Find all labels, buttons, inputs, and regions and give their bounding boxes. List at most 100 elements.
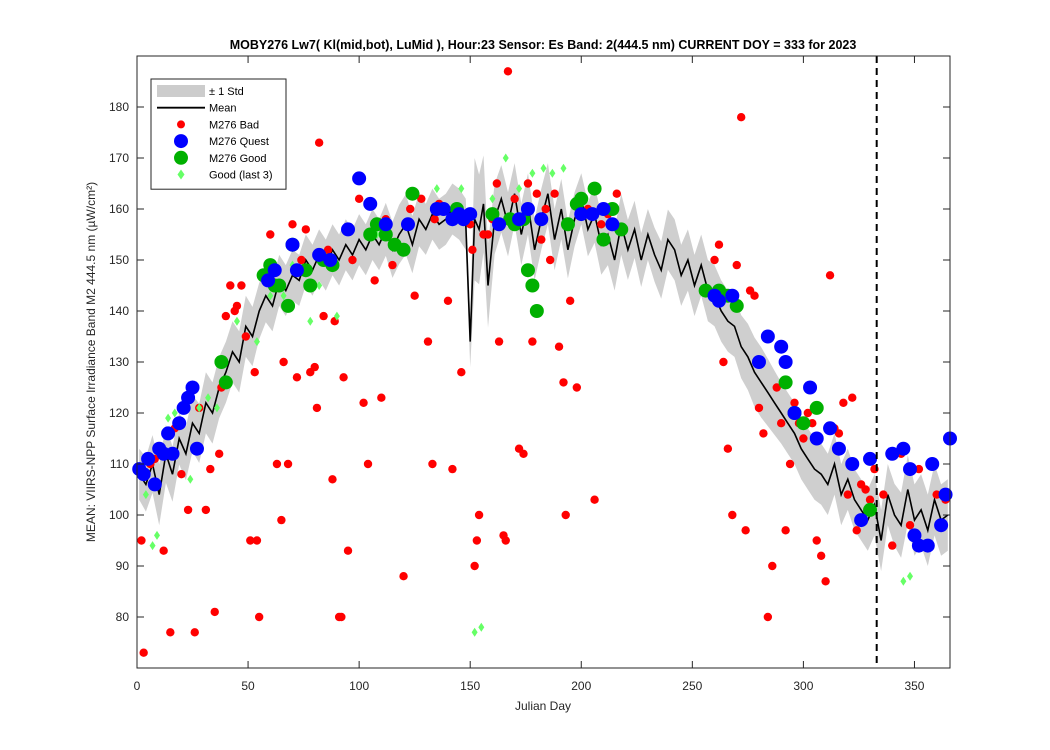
good-point [525, 278, 540, 293]
quest-point [363, 196, 378, 211]
bad-point [214, 449, 224, 458]
quest-point [774, 339, 789, 354]
bad-point [310, 362, 319, 372]
bad-point [503, 67, 513, 76]
bad-point [430, 215, 439, 224]
good-last3-point [316, 281, 323, 290]
bad-point [406, 204, 415, 214]
std-band [139, 155, 948, 572]
y-tick-label: 90 [116, 559, 130, 573]
good-point [520, 263, 535, 278]
bad-point [468, 245, 477, 254]
bad-point [388, 260, 397, 270]
bad-point [510, 194, 519, 203]
x-tick-label: 250 [682, 679, 702, 693]
good-last3-point [458, 184, 465, 194]
quest-point [323, 253, 338, 267]
good-point [587, 181, 602, 196]
bad-point [277, 515, 286, 525]
y-tick-label: 140 [109, 304, 129, 318]
legend: ± 1 Std Mean M276 Bad M276 Quest M276 Good Go… [150, 78, 287, 190]
chart-title: MOBY276 Lw7( Kl(mid,bot), LuMid ), Hour:… [230, 38, 857, 52]
x-tick-label: 50 [241, 679, 255, 693]
quest-point [161, 426, 176, 441]
legend-good-swatch [174, 150, 188, 165]
bad-point [339, 373, 348, 382]
good-point [303, 278, 318, 293]
bad-point [532, 189, 542, 198]
good-last3-point [900, 576, 907, 586]
x-tick-label: 200 [571, 679, 591, 693]
bad-point [501, 536, 510, 545]
bad-point [166, 628, 175, 637]
bad-point [448, 464, 457, 474]
bad-point [252, 536, 262, 545]
quest-point [463, 207, 478, 222]
good-point [272, 278, 287, 293]
bad-point [754, 403, 764, 413]
bad-point [314, 138, 324, 147]
std-band-layer [139, 155, 948, 572]
y-axis-label: MEAN: VIIRS-NPP Surface Irradiance Band … [84, 182, 98, 542]
good-last3-point [280, 291, 287, 301]
quest-point [803, 380, 818, 395]
x-tick-label: 0 [134, 679, 141, 693]
legend-label: ± 1 Std [209, 86, 244, 98]
bad-point [343, 546, 353, 555]
bad-point [410, 291, 419, 300]
bad-point [370, 276, 379, 285]
bad-point [821, 577, 830, 586]
bad-point [359, 398, 368, 407]
bad-point [246, 536, 255, 545]
bad-point [719, 357, 728, 367]
good-last3-point [433, 184, 440, 194]
quest-point [934, 518, 949, 533]
x-axis-ticks: 0 50 100 150 200 250 300 350 [134, 56, 925, 693]
y-tick-label: 160 [109, 202, 129, 216]
bad-point [834, 429, 844, 438]
quest-point [845, 457, 860, 471]
quest-point [147, 477, 162, 492]
bad-point [337, 612, 346, 622]
bad-point [348, 255, 357, 265]
quest-point [574, 207, 589, 222]
bad-point [865, 495, 875, 504]
bad-point [710, 255, 719, 265]
bad-point [612, 189, 622, 198]
bad-point [852, 526, 861, 535]
bad-point [732, 260, 741, 270]
good-last3-point [489, 194, 496, 204]
y-tick-label: 130 [109, 355, 129, 369]
bad-point [288, 220, 297, 229]
good-point [214, 355, 229, 369]
bad-point [843, 490, 853, 499]
bad-point [159, 546, 168, 555]
bad-point [848, 393, 857, 402]
bad-point [597, 220, 606, 229]
good-last3-point [471, 627, 478, 637]
quest-point [512, 212, 527, 227]
mean-line-layer [138, 193, 949, 541]
good-point [218, 375, 233, 390]
bad-point [572, 383, 582, 392]
bad-point [932, 490, 941, 499]
quest-point [896, 441, 911, 456]
bad-point [565, 296, 575, 305]
bad-point [201, 505, 211, 515]
legend-box [150, 78, 287, 190]
bad-point [292, 373, 302, 382]
bad-point [559, 378, 568, 387]
bad-point [763, 612, 773, 622]
quest-point [751, 355, 766, 369]
quest-point [378, 217, 393, 232]
bad-point [781, 526, 790, 535]
good-point [529, 304, 544, 318]
good-last3-points-layer [142, 153, 914, 637]
bad-point [825, 271, 835, 280]
good-last3-point [196, 403, 203, 413]
bad-point [741, 526, 750, 535]
bad-point [279, 357, 288, 367]
legend-label: M276 Quest [209, 136, 269, 148]
good-point [485, 207, 500, 222]
